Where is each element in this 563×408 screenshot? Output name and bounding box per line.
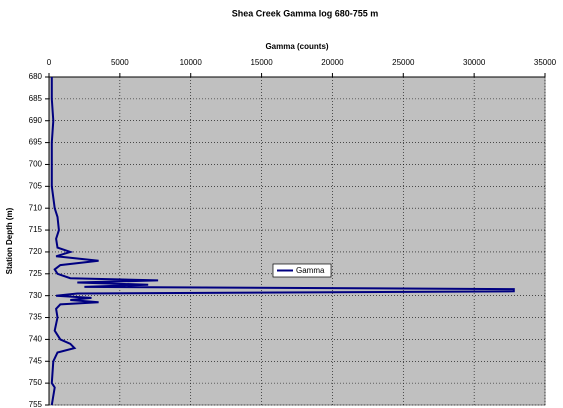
y-tick-label: 685 bbox=[29, 94, 43, 103]
x-tick-label: 0 bbox=[47, 58, 52, 67]
y-tick-label: 715 bbox=[29, 225, 43, 234]
y-tick-label: 755 bbox=[29, 400, 43, 408]
x-tick-label: 35000 bbox=[534, 58, 557, 67]
y-axis-title: Station Depth (m) bbox=[5, 207, 14, 274]
y-tick-label: 695 bbox=[29, 138, 43, 147]
x-axis-title: Gamma (counts) bbox=[265, 42, 328, 51]
x-tick-label: 15000 bbox=[250, 58, 273, 67]
x-tick-label: 30000 bbox=[463, 58, 486, 67]
y-tick-label: 680 bbox=[29, 72, 43, 81]
data-line bbox=[50, 77, 515, 406]
plot-area bbox=[48, 76, 546, 406]
legend-label: Gamma bbox=[296, 266, 325, 275]
y-tick-label: 705 bbox=[29, 181, 43, 190]
y-tick-label: 750 bbox=[29, 378, 43, 387]
y-tick-label: 700 bbox=[29, 160, 43, 169]
y-tick-label: 735 bbox=[29, 313, 43, 322]
x-tick-label: 20000 bbox=[321, 58, 344, 67]
x-tick-label: 10000 bbox=[180, 58, 203, 67]
x-tick-label: 25000 bbox=[392, 58, 415, 67]
y-tick-label: 690 bbox=[29, 116, 43, 125]
y-tick-label: 710 bbox=[29, 203, 43, 212]
y-tick-label: 730 bbox=[29, 291, 43, 300]
x-tick-label: 5000 bbox=[111, 58, 129, 67]
legend-box bbox=[272, 263, 332, 278]
y-tick-label: 720 bbox=[29, 247, 43, 256]
y-tick-label: 740 bbox=[29, 335, 43, 344]
y-tick-label: 725 bbox=[29, 269, 43, 278]
y-tick-label: 745 bbox=[29, 356, 43, 365]
chart-title: Shea Creek Gamma log 680-755 m bbox=[232, 8, 379, 18]
